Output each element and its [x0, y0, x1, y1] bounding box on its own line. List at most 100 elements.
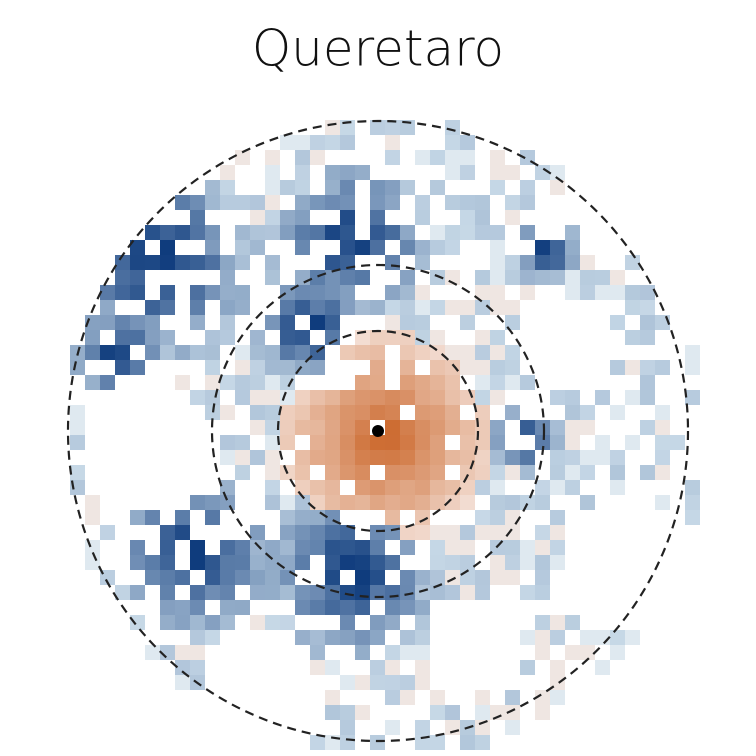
- heat-cell: [415, 330, 430, 345]
- heat-cell: [565, 405, 580, 420]
- heat-cell: [550, 480, 565, 495]
- heat-cell: [205, 285, 220, 300]
- heat-cell: [250, 450, 265, 465]
- heat-cell: [550, 660, 565, 675]
- heat-cell: [325, 450, 340, 465]
- heat-cell: [160, 300, 175, 315]
- heat-cell: [415, 720, 430, 735]
- heat-cell: [520, 450, 535, 465]
- heat-cell: [265, 375, 280, 390]
- heat-cell: [70, 405, 85, 420]
- heat-cell: [565, 480, 580, 495]
- heat-cell: [475, 465, 490, 480]
- heat-cell: [445, 480, 460, 495]
- heat-cell: [550, 255, 565, 270]
- heat-cell: [385, 390, 400, 405]
- heat-cell: [430, 375, 445, 390]
- heat-cell: [400, 315, 415, 330]
- heat-cell: [130, 270, 145, 285]
- heat-cell: [685, 360, 700, 375]
- heat-cell: [490, 330, 505, 345]
- heat-cell: [490, 390, 505, 405]
- heat-cell: [400, 390, 415, 405]
- heat-cell: [205, 615, 220, 630]
- heat-cell: [130, 510, 145, 525]
- heat-cell: [280, 345, 295, 360]
- heat-cell: [460, 210, 475, 225]
- heat-cell: [370, 300, 385, 315]
- heat-cell: [445, 240, 460, 255]
- heat-cell: [430, 585, 445, 600]
- heat-cell: [460, 435, 475, 450]
- heat-cell: [115, 585, 130, 600]
- heat-cell: [580, 630, 595, 645]
- heat-cell: [520, 540, 535, 555]
- heat-cell: [115, 315, 130, 330]
- heat-cell: [505, 210, 520, 225]
- heat-cell: [535, 165, 550, 180]
- heat-cell: [415, 630, 430, 645]
- heat-cell: [220, 255, 235, 270]
- heat-cell: [385, 450, 400, 465]
- heat-cell: [505, 570, 520, 585]
- heat-cell: [145, 345, 160, 360]
- heat-cell: [460, 345, 475, 360]
- heat-cell: [505, 450, 520, 465]
- heat-cell: [340, 525, 355, 540]
- heat-cell: [235, 600, 250, 615]
- heat-cell: [145, 555, 160, 570]
- heat-cell: [220, 315, 235, 330]
- heat-cell: [280, 390, 295, 405]
- heat-cell: [265, 225, 280, 240]
- heat-cell: [475, 585, 490, 600]
- heat-cell: [370, 495, 385, 510]
- heat-cell: [490, 480, 505, 495]
- heat-cell: [490, 255, 505, 270]
- heat-cell: [295, 555, 310, 570]
- heat-cell: [685, 480, 700, 495]
- heat-cell: [100, 300, 115, 315]
- heat-cell: [505, 405, 520, 420]
- heat-cell: [265, 150, 280, 165]
- heat-cell: [340, 435, 355, 450]
- heat-cell: [370, 450, 385, 465]
- heat-cell: [550, 420, 565, 435]
- heat-cell: [550, 240, 565, 255]
- heat-cell: [655, 405, 670, 420]
- heat-cell: [550, 165, 565, 180]
- heat-cell: [220, 585, 235, 600]
- heat-cell: [445, 585, 460, 600]
- heat-cell: [505, 345, 520, 360]
- heat-cell: [415, 525, 430, 540]
- heat-cell: [340, 390, 355, 405]
- heat-cell: [205, 255, 220, 270]
- heat-cell: [400, 600, 415, 615]
- heat-cell: [610, 630, 625, 645]
- heat-cell: [655, 465, 670, 480]
- heat-cell: [490, 450, 505, 465]
- heat-cell: [535, 555, 550, 570]
- heat-cell: [580, 450, 595, 465]
- heat-cell: [640, 315, 655, 330]
- heat-cell: [100, 315, 115, 330]
- heat-cell: [385, 465, 400, 480]
- heat-cell: [160, 600, 175, 615]
- heat-cell: [535, 645, 550, 660]
- heat-cell: [490, 165, 505, 180]
- heat-cell: [175, 675, 190, 690]
- heat-cell: [310, 540, 325, 555]
- heat-cell: [325, 600, 340, 615]
- heat-cell: [220, 270, 235, 285]
- heat-cell: [490, 300, 505, 315]
- heat-cell: [370, 735, 385, 750]
- heat-cell: [250, 420, 265, 435]
- heat-cell: [400, 435, 415, 450]
- heat-cell: [550, 525, 565, 540]
- heat-cell: [115, 285, 130, 300]
- heat-cell: [325, 405, 340, 420]
- heat-cell: [445, 195, 460, 210]
- heat-cell: [385, 585, 400, 600]
- heat-cell: [325, 135, 340, 150]
- heat-cell: [295, 165, 310, 180]
- heat-cell: [550, 555, 565, 570]
